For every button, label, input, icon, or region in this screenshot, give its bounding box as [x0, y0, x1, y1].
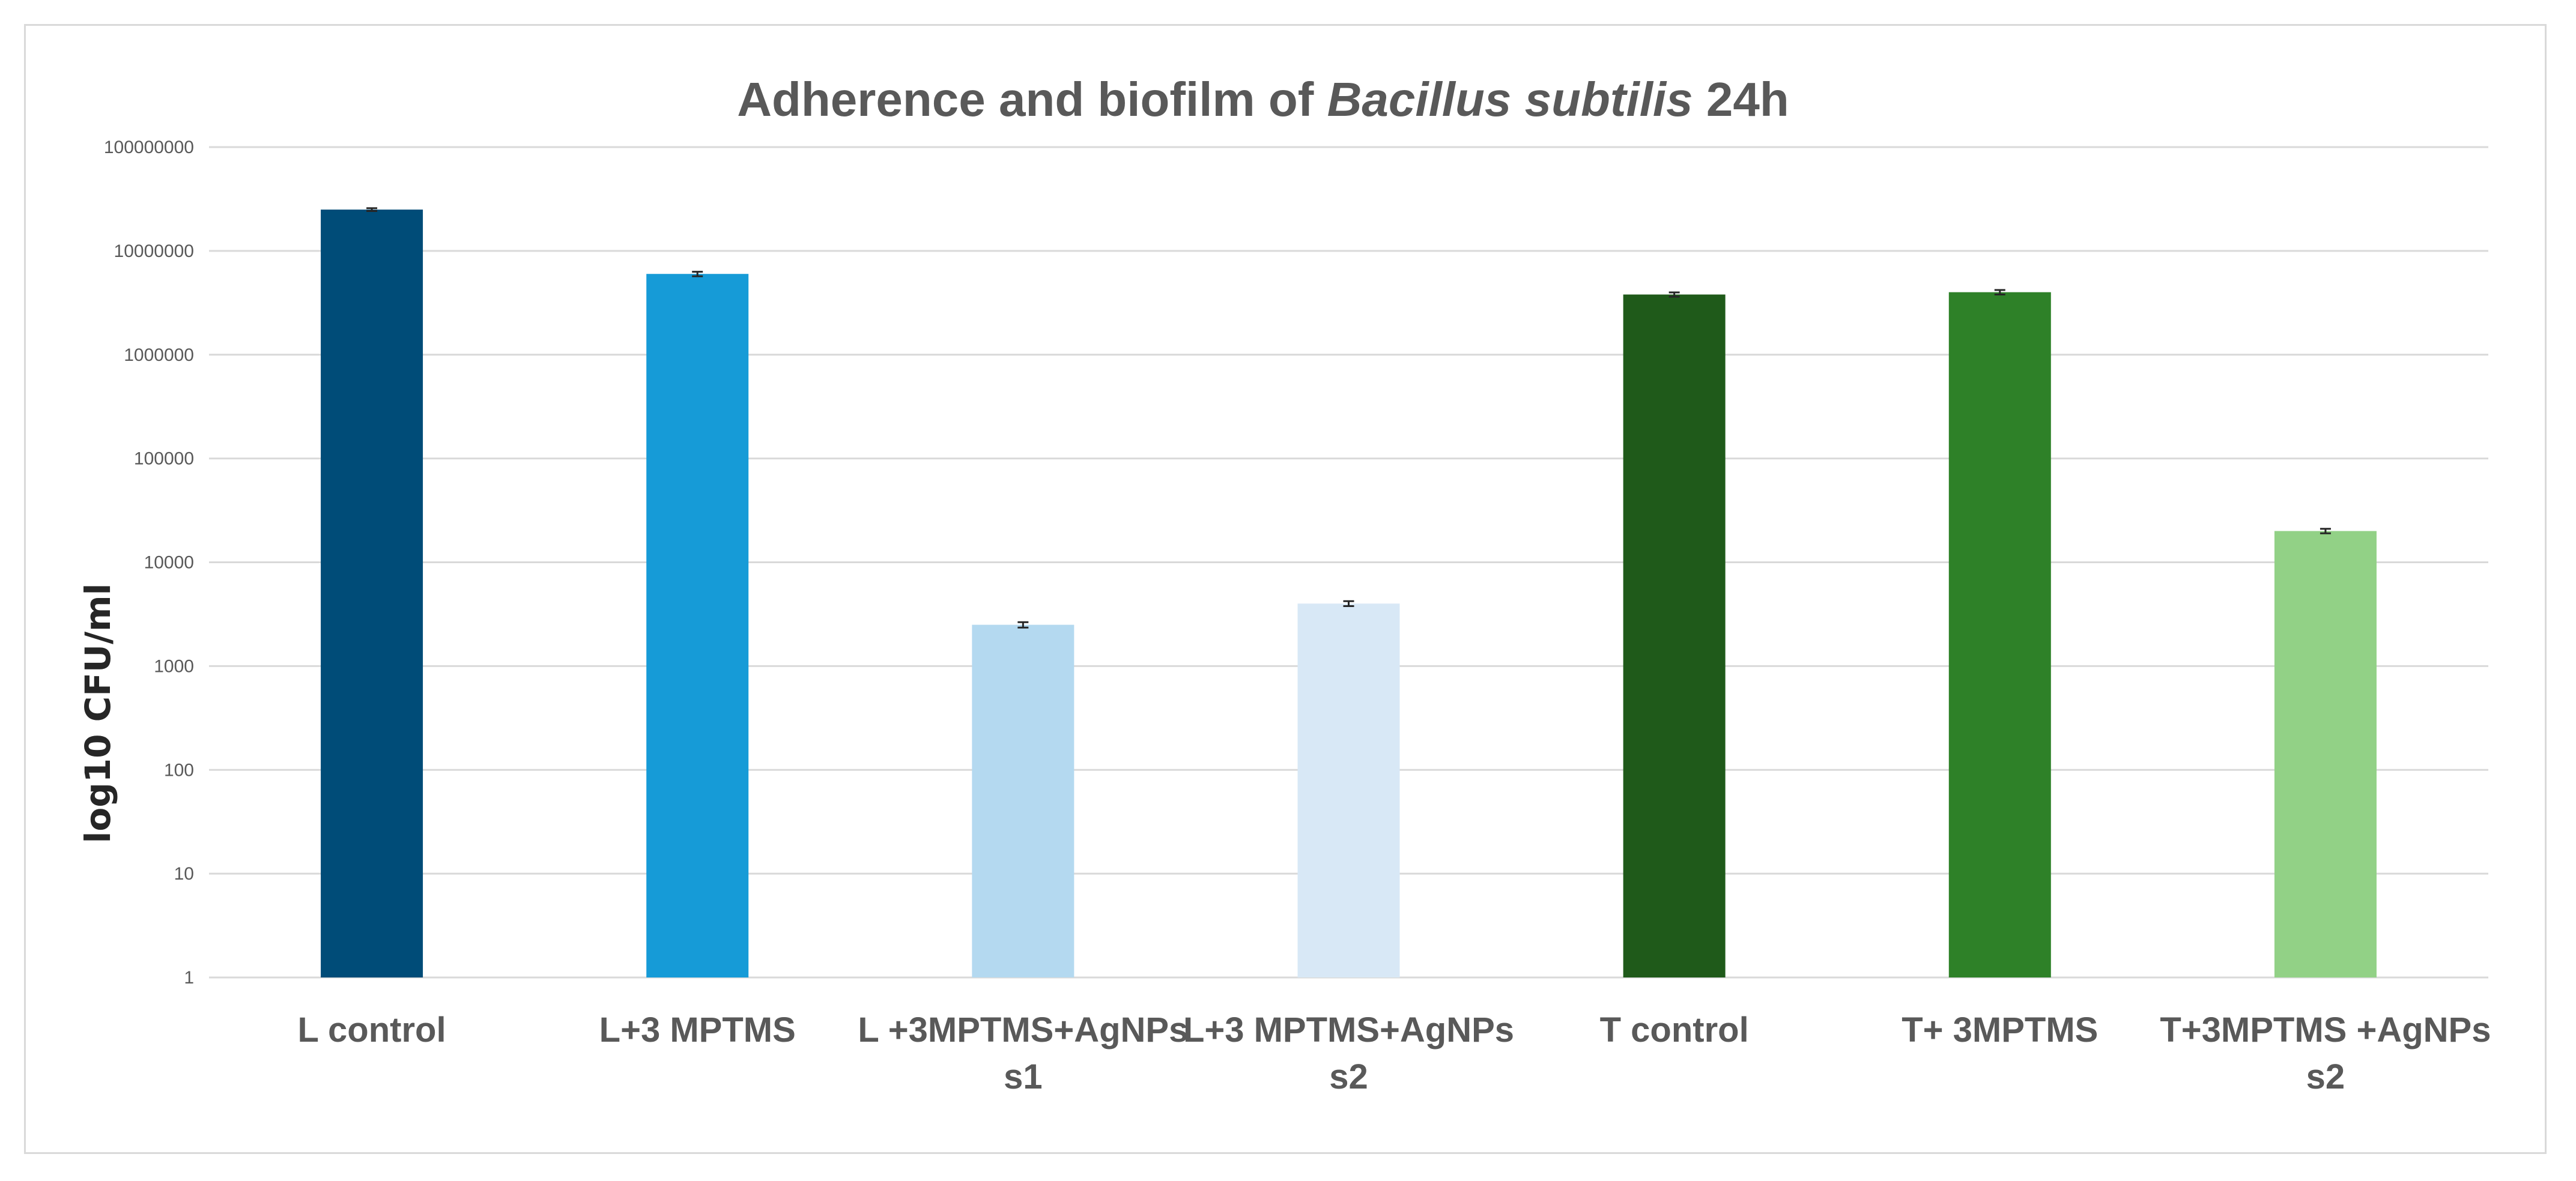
- bar: [1297, 603, 1400, 977]
- error-bar: [1017, 621, 1029, 629]
- bar: [2274, 531, 2377, 977]
- error-bar: [692, 271, 703, 277]
- gridlines: [209, 146, 2488, 979]
- y-axis-ticks: 1 10 100 1000 10000 100000 1000000 10000000 1000…: [104, 137, 194, 988]
- error-bar: [1668, 291, 1680, 298]
- error-bar: [2320, 528, 2331, 534]
- y-tick-label: 10000000: [114, 241, 194, 261]
- chart-frame: Adherence and biofilm of Bacillus subtil…: [24, 24, 2547, 1154]
- bar: [972, 624, 1074, 977]
- chart-title-main: Adherence and biofilm of: [737, 73, 1314, 126]
- y-tick-label: 10: [174, 864, 194, 884]
- bar: [646, 274, 749, 978]
- x-tick-label: T+ 3MPTMS: [1902, 1010, 2098, 1050]
- bar-chart: Adherence and biofilm of Bacillus subtil…: [77, 73, 2491, 1096]
- x-tick-label: L+3 MPTMS: [599, 1010, 796, 1050]
- x-tick-label: T+3MPTMS +AgNPs s2: [2160, 1010, 2491, 1096]
- y-tick-label: 100000000: [104, 137, 194, 157]
- bars: [321, 210, 2377, 978]
- chart-title: Adherence and biofilm of Bacillus subtil…: [737, 73, 1789, 126]
- chart-title-suffix: 24h: [1706, 73, 1789, 126]
- y-tick-label: 100: [164, 760, 194, 780]
- x-axis-ticks: L control L+3 MPTMS L +3MPTMS+AgNPs s1L+3 M…: [298, 1010, 2491, 1096]
- y-tick-label: 1: [184, 968, 194, 988]
- y-tick-label: 1000000: [124, 345, 194, 365]
- bar: [321, 210, 423, 978]
- y-tick-label: 1000: [154, 656, 194, 676]
- y-axis-label: log10 CFU/ml: [77, 584, 118, 844]
- y-tick-label: 10000: [144, 553, 194, 573]
- x-tick-label: L +3MPTMS+AgNPs s1: [858, 1010, 1188, 1096]
- error-bar: [366, 207, 378, 213]
- x-tick-label: L+3 MPTMS+AgNPs s2: [1183, 1010, 1514, 1096]
- bar: [1948, 292, 2051, 977]
- x-tick-label: L control: [298, 1010, 446, 1050]
- error-bar: [1994, 289, 2005, 296]
- x-tick-label: T control: [1600, 1010, 1749, 1050]
- y-tick-label: 100000: [134, 449, 194, 469]
- bar: [1623, 294, 1726, 977]
- chart-title-species: Bacillus subtilis: [1327, 73, 1693, 126]
- error-bars: [366, 207, 2331, 629]
- error-bar: [1343, 600, 1354, 608]
